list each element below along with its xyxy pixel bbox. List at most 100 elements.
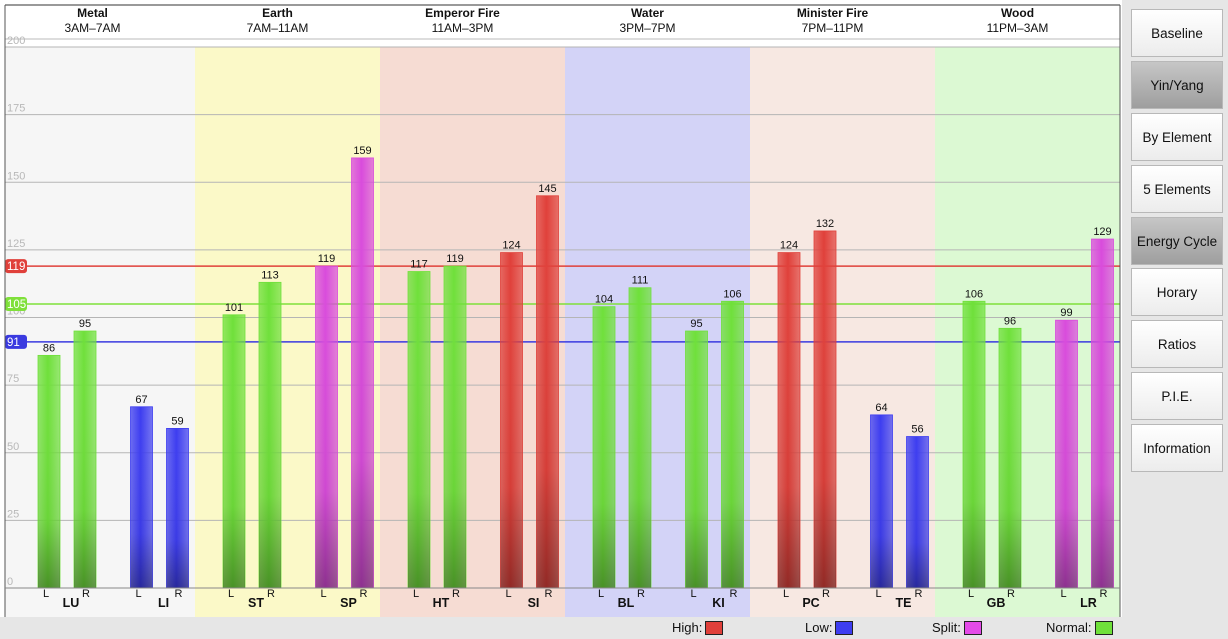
meridian-label-KI: KI [712, 596, 725, 610]
element-title-5: Wood [1001, 6, 1034, 20]
side-label-PC-L: L [783, 588, 789, 600]
horary-button[interactable]: Horary [1131, 268, 1223, 316]
bar-shade-KI-L [685, 331, 708, 588]
energy-cycle-button-label: Energy Cycle [1136, 233, 1218, 249]
five-elements-button[interactable]: 5 Elements [1131, 165, 1223, 213]
bar-shade-TE-L [870, 414, 893, 588]
meridian-label-SI: SI [528, 596, 540, 610]
legend-normal: Normal: [1046, 620, 1113, 635]
y-tick-75: 75 [7, 373, 19, 385]
meridian-label-ST: ST [248, 596, 264, 610]
value-label-SI-R: 145 [538, 183, 556, 195]
by-element-button[interactable]: By Element [1131, 113, 1223, 161]
bar-shade-GB-R [999, 328, 1021, 588]
ratios-button-label: Ratios [1157, 336, 1197, 352]
information-button-label: Information [1143, 440, 1211, 456]
bar-shade-GB-L [963, 301, 985, 588]
side-label-SI-L: L [505, 588, 511, 600]
threshold-badge-119 [5, 259, 27, 274]
value-label-BL-L: 104 [595, 294, 613, 306]
side-label-GB-L: L [968, 588, 974, 600]
legend-split: Split: [932, 620, 982, 635]
element-time-1: 7AM–11AM [247, 21, 309, 35]
pie-button[interactable]: P.I.E. [1131, 372, 1223, 420]
bar-shade-PC-R [814, 230, 836, 588]
element-time-4: 7PM–11PM [802, 21, 864, 35]
information-button[interactable]: Information [1131, 424, 1223, 472]
side-label-SP-L: L [320, 588, 326, 600]
legend-split-swatch [963, 620, 982, 635]
side-label-LI-R: R [175, 588, 183, 600]
legend-normal-swatch [1094, 620, 1113, 635]
ratios-button[interactable]: Ratios [1131, 320, 1223, 368]
side-label-KI-R: R [730, 588, 738, 600]
element-header-bg [5, 0, 1120, 39]
side-label-TE-R: R [915, 588, 923, 600]
legend-low: Low: [805, 620, 854, 635]
value-label-BL-R: 111 [632, 275, 649, 287]
value-label-ST-L: 101 [225, 302, 243, 314]
legend-low-swatch [835, 620, 854, 635]
y-tick-150: 150 [7, 170, 25, 182]
yin-yang-button[interactable]: Yin/Yang [1131, 61, 1223, 109]
value-label-KI-R: 106 [723, 288, 741, 300]
element-time-3: 3PM–7PM [619, 21, 675, 35]
by-element-button-label: By Element [1142, 129, 1212, 145]
value-label-LR-R: 129 [1093, 226, 1111, 238]
side-label-HT-R: R [452, 588, 460, 600]
element-title-4: Minister Fire [797, 6, 869, 20]
bar-shade-TE-R [906, 436, 929, 588]
element-title-3: Water [631, 6, 664, 20]
side-label-ST-L: L [228, 588, 234, 600]
value-label-LI-L: 67 [135, 394, 147, 406]
value-label-TE-R: 56 [911, 424, 923, 436]
meridian-label-LR: LR [1080, 596, 1097, 610]
baseline-button-label: Baseline [1151, 25, 1203, 41]
chart-area: Metal 3AM–7AM Earth 7AM–11AM Emperor Fire 11A… [0, 0, 1122, 639]
five-elements-button-label: 5 Elements [1143, 181, 1211, 197]
value-label-HT-L: 117 [410, 259, 428, 271]
value-label-PC-L: 124 [780, 240, 798, 252]
meridian-label-SP: SP [340, 596, 357, 610]
threshold-label-105: 105 [7, 299, 26, 311]
element-title-1: Earth [262, 6, 293, 20]
legend-high-swatch [705, 620, 724, 635]
value-label-LU-L: 86 [43, 342, 55, 354]
bar-shade-ST-L [223, 314, 245, 588]
side-label-KI-L: L [690, 588, 696, 600]
bar-shade-LI-R [166, 428, 189, 588]
threshold-badge-105 [5, 296, 27, 311]
bar-shade-LU-L [38, 355, 60, 588]
value-label-SP-L: 119 [318, 253, 336, 265]
meridian-label-GB: GB [987, 596, 1006, 610]
threshold-label-119: 119 [7, 261, 25, 273]
side-label-PC-R: R [822, 588, 830, 600]
side-label-ST-R: R [267, 588, 275, 600]
element-title-2: Emperor Fire [425, 6, 500, 20]
energy-cycle-button[interactable]: Energy Cycle [1131, 217, 1223, 265]
bar-shade-LR-L [1055, 320, 1078, 588]
element-time-0: 3AM–7AM [64, 21, 120, 35]
meridian-label-LU: LU [63, 596, 80, 610]
value-label-ST-R: 113 [261, 269, 279, 281]
element-title-0: Metal [77, 6, 108, 20]
value-label-LI-R: 59 [171, 415, 183, 427]
y-tick-175: 175 [7, 103, 25, 115]
bar-shade-LU-R [74, 331, 96, 588]
element-time-5: 11PM–3AM [987, 21, 1049, 35]
side-label-TE-L: L [875, 588, 881, 600]
bar-shade-SI-R [536, 195, 559, 588]
value-label-KI-L: 95 [690, 318, 702, 330]
side-label-GB-R: R [1007, 588, 1015, 600]
value-label-GB-L: 106 [965, 288, 983, 300]
y-tick-125: 125 [7, 238, 25, 250]
legend-high-label: High: [672, 620, 703, 635]
side-label-LR-L: L [1060, 588, 1066, 600]
y-tick-25: 25 [7, 508, 19, 520]
element-band-0 [5, 47, 195, 617]
meridian-label-LI: LI [158, 596, 169, 610]
baseline-button[interactable]: Baseline [1131, 9, 1223, 57]
y-tick-0: 0 [7, 576, 13, 588]
value-label-GB-R: 96 [1004, 315, 1016, 327]
